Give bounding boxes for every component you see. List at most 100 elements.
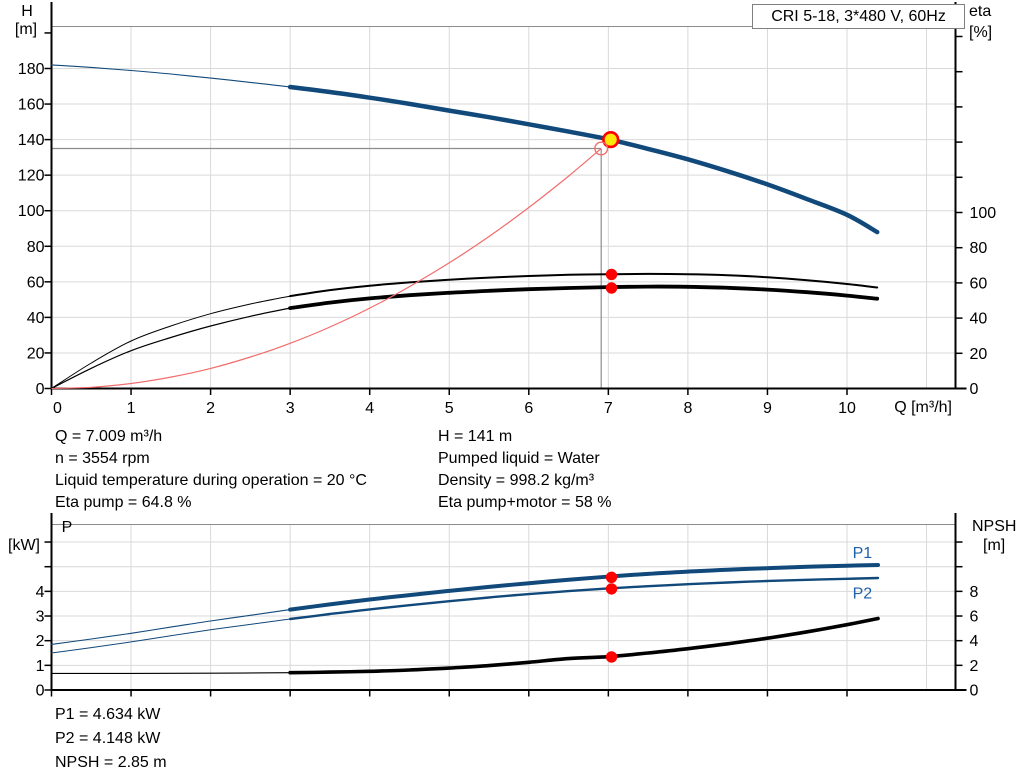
tick-label: 100: [18, 203, 45, 220]
eta-pump-curve-thick: [289, 272, 879, 298]
tick-label: 160: [18, 97, 45, 114]
tick-label: 6: [524, 400, 533, 417]
tick-label: 2: [206, 400, 215, 417]
tick-label: 2: [36, 633, 45, 650]
series-p2-curve: [51, 576, 880, 654]
tick-label: 3: [36, 609, 45, 626]
tick-label: 60: [970, 275, 988, 292]
curve-label-P2: P2: [853, 585, 873, 602]
tick-label: 8: [970, 584, 979, 601]
pump-title: CRI 5-18, 3*480 V, 60Hz: [771, 7, 946, 25]
axes: [50, 2, 967, 390]
series-eta-pump-curve: [51, 272, 879, 389]
readout-density: Density = 998.2 kg/m³: [438, 472, 595, 489]
p-axis-label: P: [61, 519, 73, 536]
eta-axis-label: eta: [969, 3, 992, 20]
power-readout: P1 = 4.634 kW P2 = 4.148 kW NPSH = 2.85 …: [55, 703, 167, 775]
left-ticks: 0 20 40 60 80 100 120 140 160 180: [18, 32, 52, 398]
npsh-point: [605, 651, 618, 663]
pump-title-box: CRI 5-18, 3*480 V, 60Hz: [752, 4, 965, 29]
tick-label: 0: [53, 400, 62, 417]
h-axis-unit: [m]: [14, 21, 38, 38]
npsh-curve-thick: [288, 616, 880, 675]
gridlines: [51, 26, 956, 389]
readout-q: Q = 7.009 m³/h: [55, 428, 163, 445]
tick-label: 120: [18, 168, 45, 185]
tick-label: 6: [970, 609, 979, 626]
tick-label: 9: [763, 400, 772, 417]
readout-p2: P2 = 4.148 kW: [55, 730, 161, 747]
p1-curve-thick: [288, 563, 880, 612]
tick-label: 40: [27, 310, 45, 327]
tick-label: 0: [970, 381, 979, 398]
readout-npsh: NPSH = 2.85 m: [55, 754, 167, 771]
operating-point: [602, 131, 620, 149]
readout-eta-pump: Eta pump = 64.8 %: [55, 494, 192, 511]
tick-label: 0: [36, 381, 45, 398]
tick-label: 60: [27, 274, 45, 291]
tick-label: 4: [970, 633, 979, 650]
h-axis-label: H: [21, 3, 33, 20]
tick-label: 0: [36, 683, 45, 700]
p1-point: [605, 571, 618, 584]
readout-eta-pump-motor: Eta pump+motor = 58 %: [438, 494, 612, 511]
series-system-curve: [51, 148, 602, 390]
series-p1-curve: [50, 563, 880, 645]
readout-temp: Liquid temperature during operation = 20…: [55, 472, 367, 489]
tick-label: 4: [36, 584, 45, 601]
duty-crosshair: [51, 147, 602, 389]
eta-pump-curve-thin: [51, 295, 291, 389]
series-pump-qh-curve: [50, 64, 880, 235]
tick-label: 80: [27, 239, 45, 256]
p2-curve-thick: [288, 576, 880, 621]
eta-axis-unit: [%]: [969, 24, 993, 41]
tick-label: 20: [970, 346, 988, 363]
right-ticks: 0 20 40 60 80 100: [955, 35, 997, 398]
left-ticks: 0 1 2 3 4: [36, 541, 52, 700]
tick-label: 1: [127, 400, 136, 417]
p1-curve-thin: [50, 609, 291, 645]
pump-qh-curve-thick: [287, 84, 880, 235]
duty-readout-left: Q = 7.009 m³/h n = 3554 rpm Liquid tempe…: [55, 426, 367, 514]
npsh-axis-label: NPSH: [972, 518, 1017, 535]
q-axis-label: Q [m³/h]: [894, 399, 952, 416]
tick-label: 20: [27, 345, 45, 362]
power-npsh-chart: 0 1 2 3 4 0 2 4 6 8 P1 P2: [36, 513, 979, 700]
series-eta-pump-motor-curve: [50, 284, 880, 390]
eta-pump-point: [605, 268, 618, 281]
tick-label: 1: [36, 658, 45, 675]
system-curve: [51, 148, 602, 390]
tick-label: 8: [683, 400, 692, 417]
tick-label: 140: [18, 132, 45, 149]
series-npsh-curve: [50, 616, 880, 675]
npsh-curve-thin: [50, 672, 291, 674]
right-ticks: 0 2 4 6 8: [955, 541, 979, 700]
curve-label-P1: P1: [853, 545, 873, 562]
readout-h: H = 141 m: [438, 428, 513, 445]
tick-label: 10: [838, 400, 856, 417]
bottom-ticks: 0 1 2 3 4 5 6 7 8 9 10: [50, 388, 856, 417]
readout-p1: P1 = 4.634 kW: [55, 706, 161, 723]
p-axis-unit: [kW]: [8, 537, 40, 554]
tick-label: 40: [970, 311, 988, 328]
readout-liquid: Pumped liquid = Water: [438, 450, 600, 467]
tick-label: 2: [970, 658, 979, 675]
tick-label: 3: [286, 400, 295, 417]
tick-label: 5: [445, 400, 454, 417]
eta-pump-motor-curve-thick: [288, 284, 880, 310]
p2-point: [605, 583, 618, 595]
tick-label: 4: [365, 400, 374, 417]
readout-n: n = 3554 rpm: [55, 450, 150, 467]
tick-label: 100: [970, 205, 997, 222]
tick-label: 80: [970, 240, 988, 257]
qh-chart: 0 20 40 60 80 100 120 140 160 180 0 20 40 60 80 100 0 1 2 3…: [18, 2, 997, 417]
bottom-ticks: [50, 690, 848, 697]
pump-qh-curve-thin: [50, 64, 291, 88]
npsh-axis-unit: [m]: [983, 537, 1006, 554]
eta-pump-motor-curve-thin: [50, 307, 291, 390]
p2-curve-thin: [51, 618, 291, 654]
tick-label: 0: [970, 683, 979, 700]
tick-label: 180: [18, 61, 45, 78]
tick-label: 7: [604, 400, 613, 417]
